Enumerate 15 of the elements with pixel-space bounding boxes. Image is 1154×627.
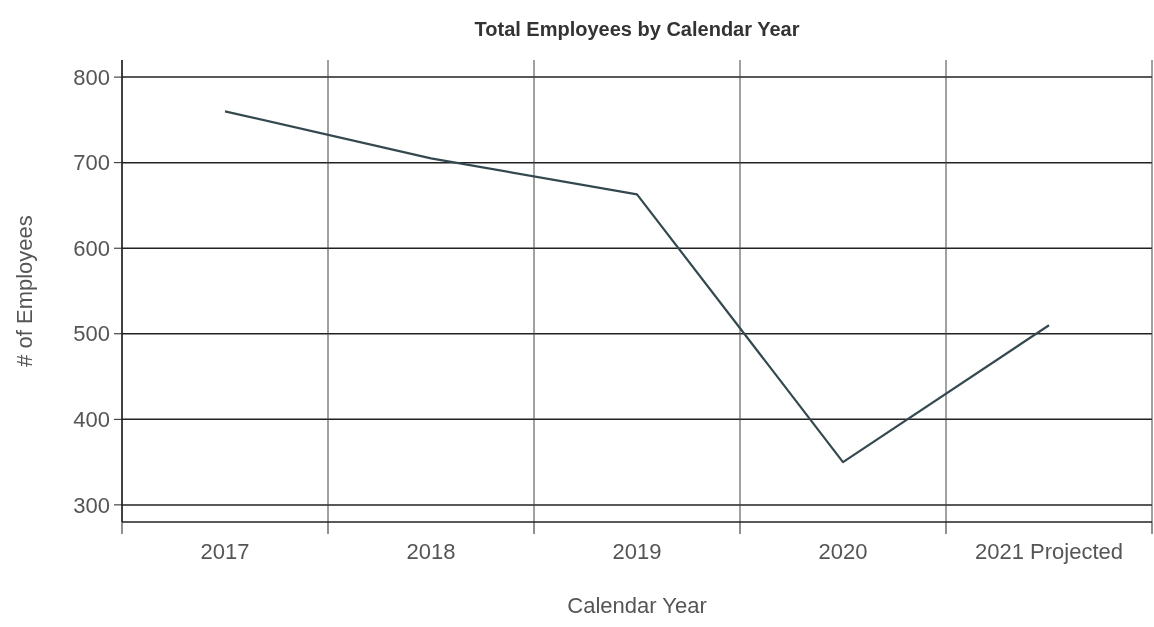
x-tick-label: 2017 xyxy=(200,539,250,564)
x-tick-label: 2021 Projected xyxy=(975,539,1123,564)
chart-title: Total Employees by Calendar Year xyxy=(474,18,800,40)
y-tick-label: 800 xyxy=(73,64,110,90)
y-tick-label: 300 xyxy=(73,492,110,518)
y-tick-label: 500 xyxy=(73,321,110,347)
x-tick-label: 2019 xyxy=(612,539,662,564)
x-tick-label: 2020 xyxy=(818,539,868,564)
y-tick-label: 400 xyxy=(73,407,110,433)
y-tick-label: 600 xyxy=(73,235,110,261)
x-axis-title: Calendar Year xyxy=(567,593,707,618)
y-axis-title: # of Employees xyxy=(12,215,37,367)
x-tick-label: 2018 xyxy=(406,539,456,564)
y-tick-label: 700 xyxy=(73,150,110,176)
line-series xyxy=(223,110,1051,464)
